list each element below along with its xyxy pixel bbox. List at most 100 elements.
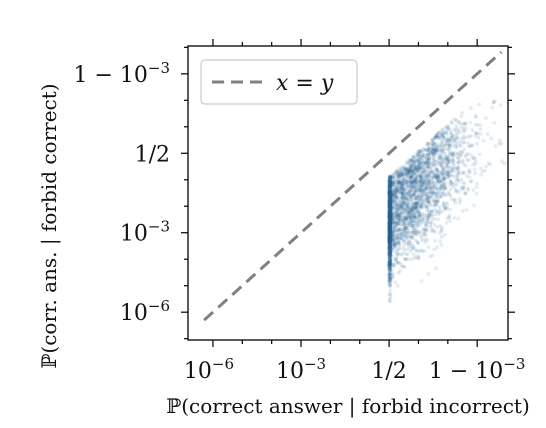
scatter-point bbox=[450, 183, 455, 187]
scatter-point bbox=[388, 222, 392, 227]
scatter-point bbox=[388, 175, 392, 179]
scatter-point bbox=[435, 190, 440, 195]
scatter-point bbox=[433, 134, 438, 138]
scatter-point bbox=[414, 203, 418, 208]
scatter-point bbox=[396, 179, 401, 184]
scatter-point bbox=[394, 256, 399, 261]
scatter-point bbox=[387, 206, 392, 211]
scatter-point bbox=[387, 280, 392, 285]
scatter-point bbox=[416, 209, 421, 214]
scatter-point bbox=[432, 199, 437, 204]
scatter-point bbox=[430, 169, 435, 174]
scatter-point bbox=[387, 220, 392, 225]
scatter-point bbox=[387, 266, 392, 271]
scatter-point bbox=[428, 173, 432, 178]
scatter-point bbox=[403, 170, 407, 175]
scatter-point bbox=[441, 133, 445, 138]
scatter-point bbox=[389, 205, 394, 210]
scatter-point bbox=[414, 166, 419, 171]
scatter-point bbox=[419, 198, 423, 203]
scatter-point bbox=[391, 175, 395, 180]
scatter-point bbox=[387, 218, 392, 223]
scatter-point bbox=[387, 216, 392, 221]
scatter-point bbox=[395, 186, 400, 191]
scatter-point bbox=[457, 196, 462, 201]
scatter-point bbox=[391, 228, 396, 233]
scatter-point bbox=[411, 161, 416, 166]
scatter-point bbox=[438, 156, 442, 161]
scatter-point bbox=[387, 250, 392, 255]
scatter-point bbox=[439, 163, 444, 168]
scatter-point bbox=[436, 158, 441, 162]
scatter-point bbox=[443, 205, 447, 210]
scatter-point bbox=[413, 197, 417, 201]
scatter-point bbox=[389, 193, 394, 198]
scatter-point bbox=[446, 125, 451, 130]
scatter-point bbox=[387, 200, 392, 205]
scatter-point bbox=[388, 198, 392, 202]
scatter-point bbox=[449, 181, 453, 185]
scatter-point bbox=[387, 224, 392, 229]
scatter-point bbox=[388, 264, 392, 269]
scatter-point bbox=[387, 194, 392, 198]
scatter-point bbox=[441, 175, 446, 180]
scatter-point bbox=[441, 191, 445, 196]
scatter-point bbox=[415, 173, 420, 178]
scatter-point bbox=[454, 119, 459, 123]
scatter-point bbox=[388, 229, 393, 234]
scatter-point bbox=[403, 164, 408, 169]
scatter-point bbox=[388, 232, 393, 237]
scatter-point bbox=[433, 229, 437, 234]
scatter-point bbox=[458, 144, 463, 149]
scatter-point bbox=[401, 207, 406, 212]
scatter-point bbox=[387, 239, 392, 244]
scatter-point bbox=[398, 229, 403, 234]
scatter-point bbox=[404, 236, 409, 241]
scatter-point bbox=[415, 201, 420, 206]
scatter-point bbox=[397, 180, 402, 185]
scatter-point bbox=[418, 219, 423, 224]
scatter-point bbox=[388, 220, 392, 225]
scatter-point bbox=[388, 197, 393, 202]
scatter-point bbox=[418, 187, 422, 191]
scatter-point bbox=[388, 223, 392, 228]
scatter-point bbox=[387, 239, 392, 244]
scatter-point bbox=[413, 205, 418, 210]
scatter-point bbox=[407, 223, 412, 228]
scatter-point bbox=[388, 219, 392, 224]
scatter-point bbox=[388, 197, 393, 201]
scatter-points bbox=[387, 99, 507, 303]
scatter-point bbox=[387, 230, 392, 235]
scatter-point bbox=[460, 122, 465, 127]
scatter-point bbox=[390, 185, 395, 189]
scatter-point bbox=[388, 249, 393, 253]
scatter-point bbox=[410, 206, 414, 211]
scatter-point bbox=[415, 154, 420, 159]
scatter-point bbox=[409, 213, 413, 218]
scatter-point bbox=[387, 224, 392, 229]
scatter-point bbox=[387, 205, 392, 210]
scatter-point bbox=[411, 247, 416, 251]
scatter-point bbox=[425, 175, 430, 179]
scatter-point bbox=[425, 141, 430, 146]
scatter-point bbox=[387, 193, 392, 198]
scatter-point bbox=[387, 186, 392, 190]
scatter-point bbox=[389, 204, 394, 209]
scatter-point bbox=[388, 259, 393, 263]
scatter-point bbox=[389, 235, 394, 240]
scatter-point bbox=[408, 179, 413, 183]
scatter-point bbox=[452, 216, 457, 220]
scatter-point bbox=[411, 192, 416, 197]
scatter-point bbox=[398, 191, 403, 196]
scatter-point bbox=[388, 183, 392, 187]
scatter-point bbox=[391, 210, 396, 214]
scatter-point bbox=[387, 190, 392, 194]
scatter-point bbox=[400, 191, 405, 196]
scatter-point bbox=[391, 209, 396, 214]
scatter-point bbox=[401, 185, 406, 189]
scatter-point bbox=[397, 260, 401, 265]
scatter-point bbox=[402, 187, 407, 192]
scatter-point bbox=[389, 196, 393, 201]
scatter-point bbox=[405, 216, 410, 220]
scatter-point bbox=[387, 215, 392, 220]
